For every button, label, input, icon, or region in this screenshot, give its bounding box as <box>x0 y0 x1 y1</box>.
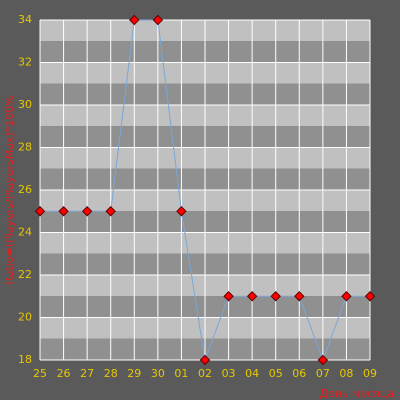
x-tick-label: 30 <box>151 367 165 380</box>
y-tick-label: 28 <box>18 141 32 154</box>
marker <box>223 291 234 302</box>
marker <box>152 14 164 26</box>
y-tick-label: 26 <box>18 183 32 196</box>
x-tick-label: 08 <box>339 367 353 380</box>
x-tick-label: 07 <box>316 367 330 380</box>
x-tick-label: 26 <box>57 367 71 380</box>
marker <box>58 206 69 217</box>
x-tick-label: 28 <box>104 367 118 380</box>
x-tick-label: 02 <box>198 367 212 380</box>
marker <box>246 291 258 302</box>
marker <box>199 354 211 366</box>
x-axis-title: День месяца <box>320 387 395 400</box>
y-tick-label: 18 <box>18 353 32 366</box>
y-tick-label: 20 <box>18 311 32 324</box>
marker <box>294 291 305 302</box>
marker <box>341 291 352 302</box>
plot-area <box>39 19 371 361</box>
marker <box>176 206 187 217</box>
marker <box>129 14 140 26</box>
marker <box>105 206 116 217</box>
marker <box>270 291 281 302</box>
y-axis-title: Ratio=(Players/PlayersMax)*100% <box>3 95 16 284</box>
y-tick-label: 32 <box>18 56 32 69</box>
x-tick-label: 06 <box>292 367 306 380</box>
x-tick-label: 09 <box>363 367 377 380</box>
x-tick-label: 04 <box>245 367 259 380</box>
x-tick-label: 05 <box>269 367 283 380</box>
y-tick-label: 24 <box>18 226 32 239</box>
x-tick-label: 27 <box>80 367 94 380</box>
y-tick-label: 30 <box>18 98 32 111</box>
x-tick-label: 01 <box>174 367 188 380</box>
marker <box>34 206 46 217</box>
x-tick-label: 25 <box>33 367 47 380</box>
y-tick-label: 34 <box>18 13 32 26</box>
marker <box>364 291 376 302</box>
x-tick-label: 03 <box>222 367 236 380</box>
marker <box>81 206 93 217</box>
x-tick-label: 29 <box>127 367 141 380</box>
y-tick-label: 22 <box>18 268 32 281</box>
marker <box>317 354 329 366</box>
